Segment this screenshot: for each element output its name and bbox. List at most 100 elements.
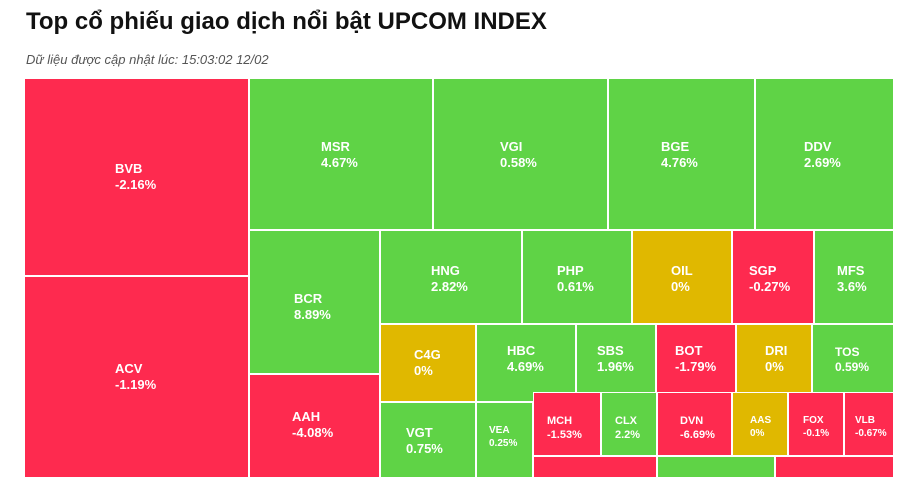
treemap-cell[interactable] (533, 456, 657, 478)
cell-label: HNG 2.82% (431, 263, 468, 296)
cell-label: HBC 4.69% (507, 343, 544, 376)
treemap-cell-bcr[interactable]: BCR 8.89% (249, 230, 380, 374)
cell-ticker: C4G (414, 347, 441, 362)
cell-ticker: DVN (680, 415, 704, 427)
treemap-cell-tos[interactable]: TOS 0.59% (812, 324, 894, 402)
cell-label: ACV -1.19% (115, 361, 156, 394)
cell-change: 0.25% (489, 437, 518, 449)
cell-label: TOS 0.59% (835, 345, 869, 375)
cell-change: 2.69% (804, 155, 841, 171)
treemap-cell-mfs[interactable]: MFS 3.6% (814, 230, 894, 324)
cell-change: -0.27% (749, 279, 791, 295)
cell-label: MSR 4.67% (321, 139, 358, 172)
cell-label: VGT 0.75% (406, 425, 443, 458)
cell-ticker: MFS (837, 263, 865, 278)
cell-change: 2.82% (431, 279, 468, 295)
treemap-cell-sbs[interactable]: SBS 1.96% (576, 324, 656, 402)
cell-label: BVB -2.16% (115, 161, 156, 194)
treemap-cell-clx[interactable]: CLX 2.2% (601, 392, 657, 456)
treemap-cell[interactable] (657, 456, 775, 478)
cell-label: DRI 0% (765, 343, 787, 376)
cell-label: BOT -1.79% (675, 343, 716, 376)
treemap-cell-vgt[interactable]: VGT 0.75% (380, 402, 476, 478)
cell-ticker: HBC (507, 343, 536, 358)
cell-ticker: TOS (835, 345, 860, 359)
treemap-cell-bot[interactable]: BOT -1.79% (656, 324, 736, 402)
cell-change: -1.19% (115, 377, 157, 393)
cell-change: -1.53% (547, 428, 582, 441)
treemap-cell-aas[interactable]: AAS 0% (732, 392, 788, 456)
cell-change: 0.61% (557, 279, 594, 295)
cell-ticker: FOX (803, 415, 824, 426)
cell-label: OIL 0% (671, 263, 693, 296)
cell-ticker: VEA (489, 425, 510, 436)
cell-label: MCH -1.53% (547, 415, 582, 443)
cell-ticker: HNG (431, 263, 460, 278)
treemap-cell-dri[interactable]: DRI 0% (736, 324, 812, 402)
cell-label: MFS 3.6% (837, 263, 867, 296)
treemap-cell-bvb[interactable]: BVB -2.16% (24, 78, 249, 276)
cell-ticker: AAS (750, 415, 772, 426)
treemap-cell-mch[interactable]: MCH -1.53% (533, 392, 601, 456)
treemap-cell[interactable] (775, 456, 894, 478)
cell-change: 0.75% (406, 441, 443, 457)
treemap-cell-vgi[interactable]: VGI 0.58% (433, 78, 608, 230)
cell-ticker: CLX (615, 415, 637, 427)
cell-change: 1.96% (597, 359, 634, 375)
cell-change: 0% (750, 427, 765, 439)
treemap-cell-php[interactable]: PHP 0.61% (522, 230, 632, 324)
cell-ticker: BVB (115, 161, 143, 176)
treemap-cell-hbc[interactable]: HBC 4.69% (476, 324, 576, 402)
cell-label: BCR 8.89% (294, 291, 331, 324)
cell-label: AAS 0% (750, 415, 771, 440)
treemap-cell-acv[interactable]: ACV -1.19% (24, 276, 249, 478)
cell-label: DVN -6.69% (680, 415, 715, 443)
cell-label: FOX -0.1% (803, 415, 829, 440)
cell-label: SGP -0.27% (749, 263, 790, 296)
treemap-cell-hng[interactable]: HNG 2.82% (380, 230, 522, 324)
cell-ticker: MCH (547, 415, 573, 427)
treemap-cell-ddv[interactable]: DDV 2.69% (755, 78, 894, 230)
cell-change: -1.79% (675, 359, 717, 375)
cell-change: 3.6% (837, 279, 867, 295)
cell-ticker: ACV (115, 361, 143, 376)
cell-change: -6.69% (680, 428, 715, 441)
cell-change: 0% (765, 359, 784, 375)
treemap-cell-oil[interactable]: OIL 0% (632, 230, 732, 324)
cell-change: 2.2% (615, 428, 641, 441)
cell-label: SBS 1.96% (597, 343, 634, 376)
cell-label: DDV 2.69% (804, 139, 841, 172)
cell-change: 8.89% (294, 307, 331, 323)
cell-label: CLX 2.2% (615, 415, 640, 443)
treemap-cell-fox[interactable]: FOX -0.1% (788, 392, 844, 456)
cell-change: -2.16% (115, 177, 157, 193)
treemap-cell-msr[interactable]: MSR 4.67% (249, 78, 433, 230)
treemap-cell-vlb[interactable]: VLB -0.67% (844, 392, 894, 456)
cell-change: -0.67% (855, 427, 887, 439)
cell-label: VEA 0.25% (489, 425, 517, 450)
cell-label: AAH -4.08% (292, 409, 333, 442)
treemap-chart: BVB -2.16% ACV -1.19% MSR 4.67% VGI 0.58% BGE 4.7… (24, 78, 894, 479)
cell-ticker: BGE (661, 139, 690, 154)
cell-ticker: VGI (500, 139, 523, 154)
cell-ticker: AAH (292, 409, 321, 424)
cell-change: 4.76% (661, 155, 698, 171)
treemap-cell-sgp[interactable]: SGP -0.27% (732, 230, 814, 324)
cell-change: 4.67% (321, 155, 358, 171)
treemap-cell-c4g[interactable]: C4G 0% (380, 324, 476, 402)
cell-label: PHP 0.61% (557, 263, 594, 296)
treemap-cell-bge[interactable]: BGE 4.76% (608, 78, 755, 230)
cell-ticker: BOT (675, 343, 703, 358)
cell-label: VLB -0.67% (855, 415, 887, 440)
treemap-cell-aah[interactable]: AAH -4.08% (249, 374, 380, 478)
cell-ticker: SBS (597, 343, 624, 358)
cell-change: 0.59% (835, 360, 870, 374)
cell-change: -0.1% (803, 427, 830, 439)
cell-change: 0.58% (500, 155, 537, 171)
cell-ticker: DDV (804, 139, 832, 154)
cell-change: -4.08% (292, 425, 334, 441)
treemap-cell-vea[interactable]: VEA 0.25% (476, 402, 533, 478)
cell-ticker: SGP (749, 263, 777, 278)
treemap-cell-dvn[interactable]: DVN -6.69% (657, 392, 732, 456)
cell-ticker: MSR (321, 139, 350, 154)
